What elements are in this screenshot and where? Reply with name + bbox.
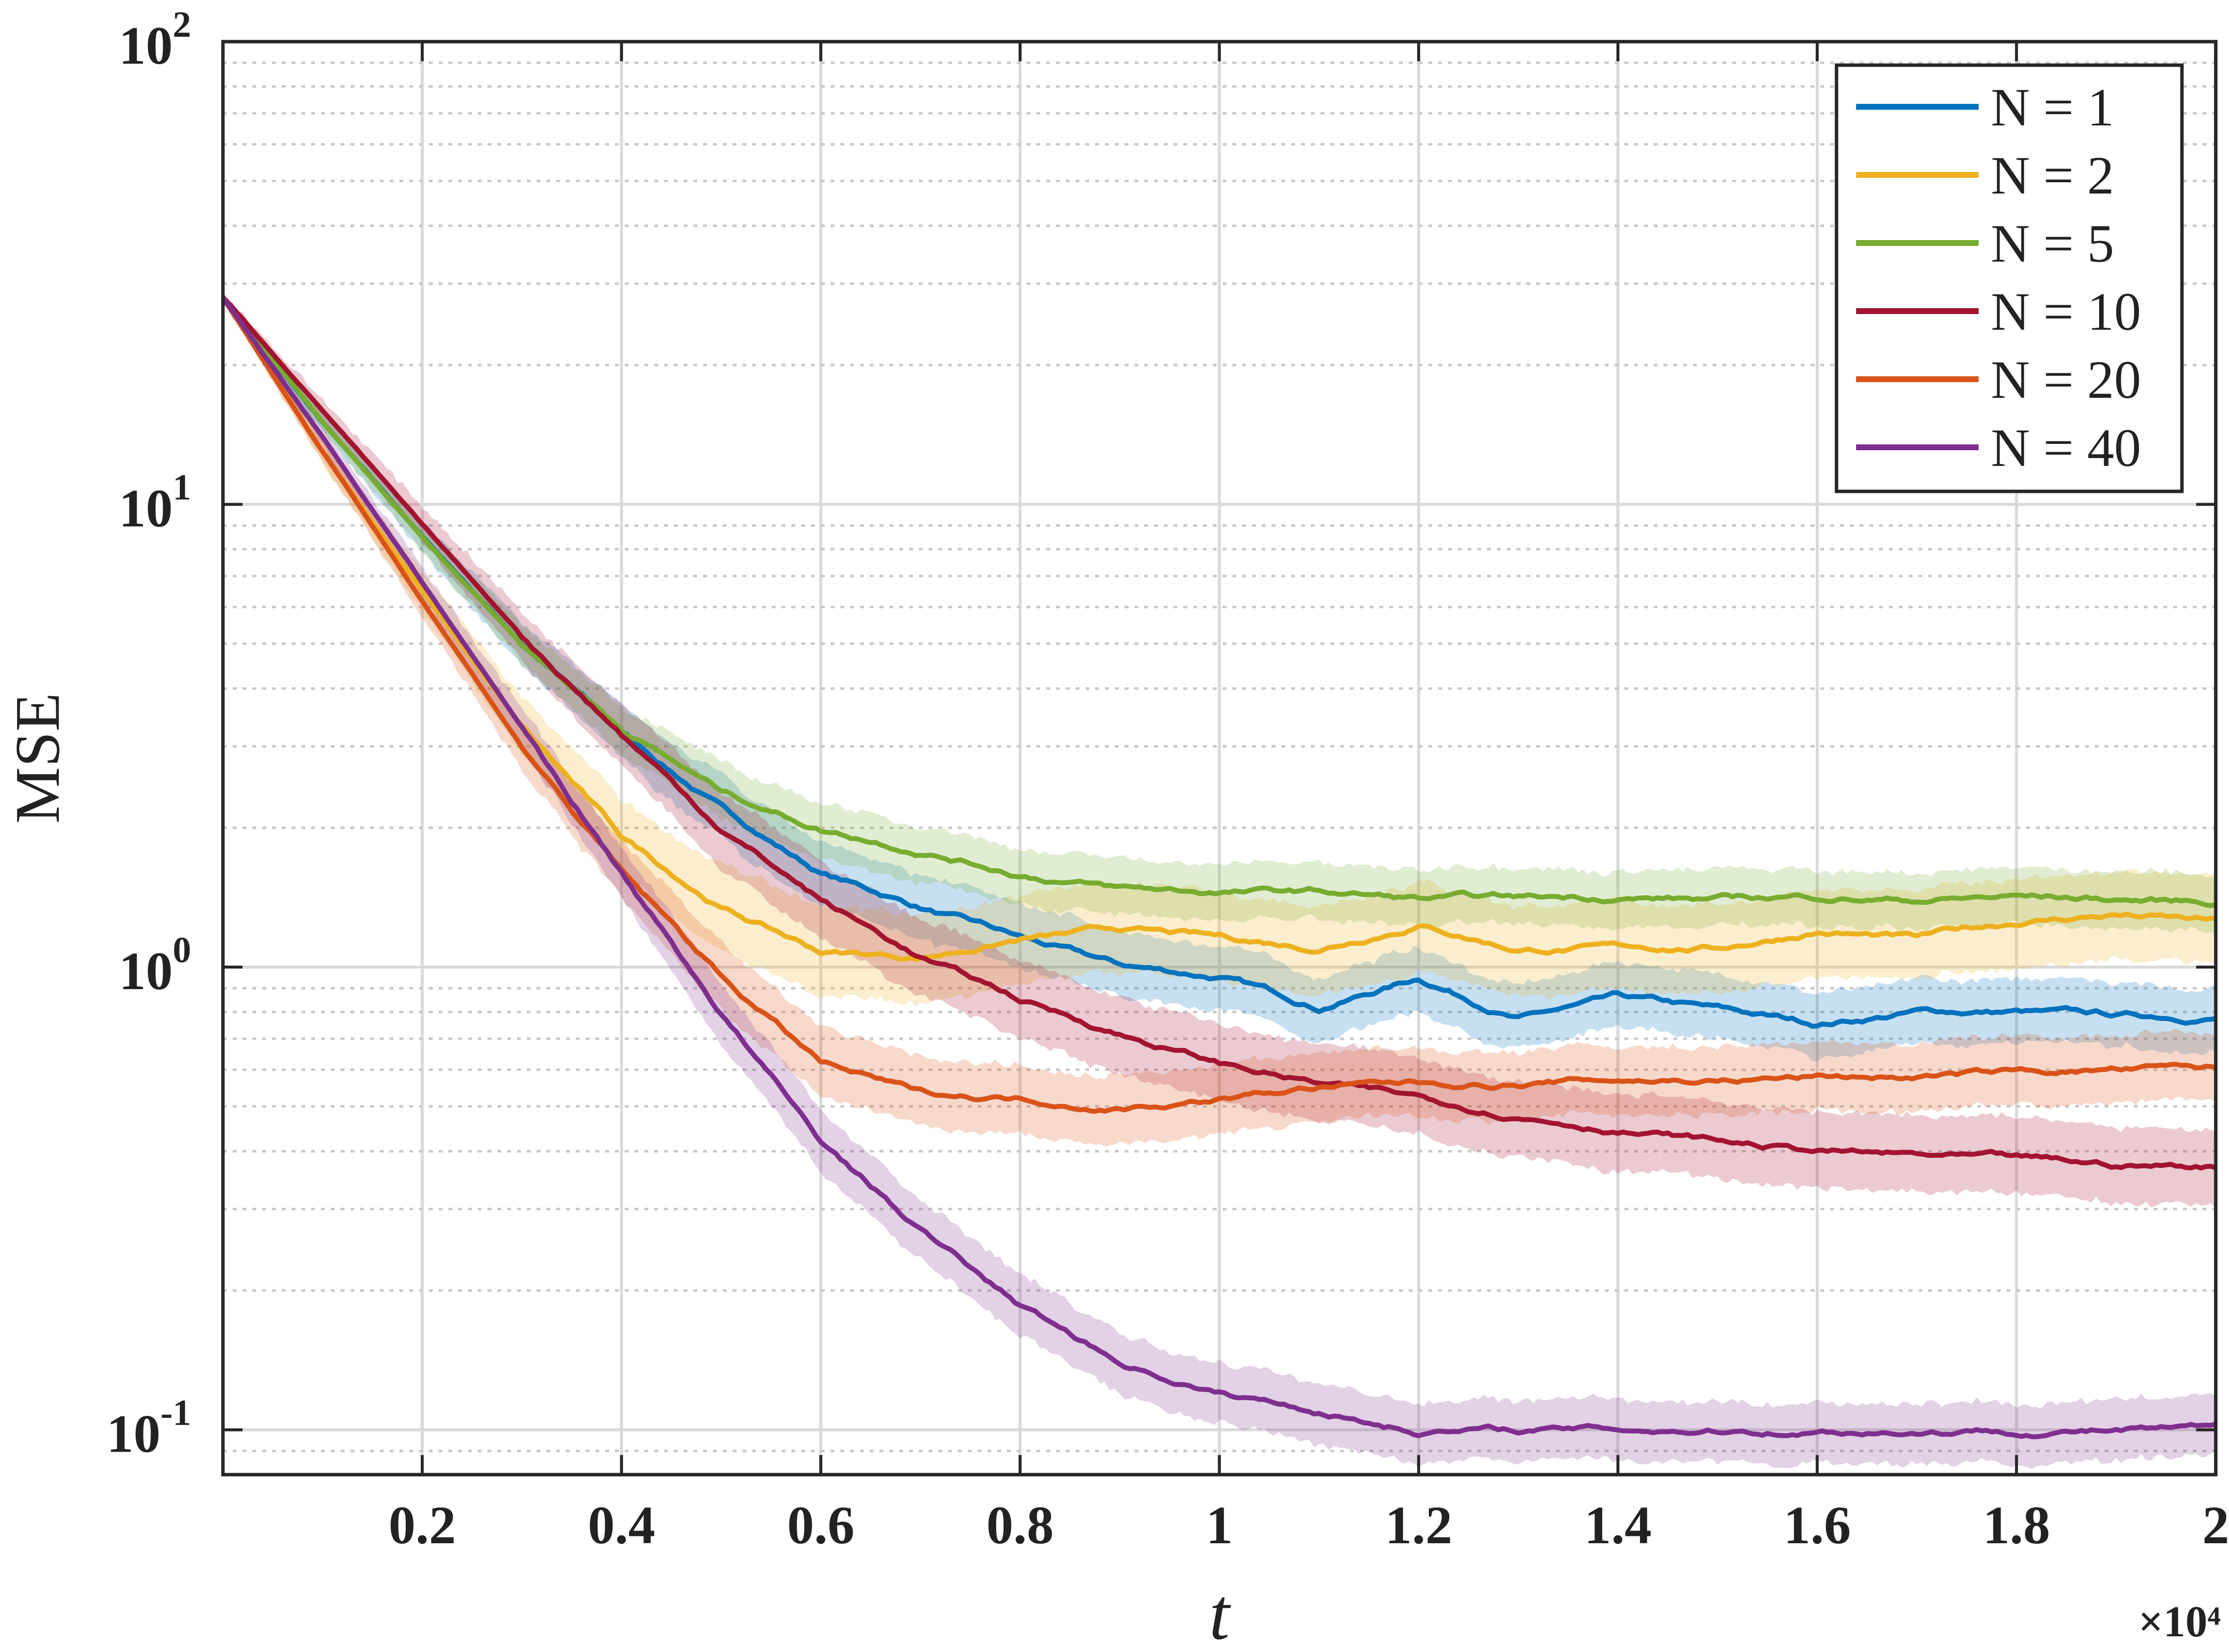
confidence-bands: [223, 292, 2216, 1469]
y-tick-label: 10-1: [107, 1392, 191, 1463]
legend-label-1: N = 1: [1991, 77, 2114, 137]
x-tick-label: 1.8: [1983, 1495, 2051, 1555]
series-line-4: [221, 295, 2217, 1171]
x-tick-label: 1.2: [1385, 1495, 1452, 1555]
x-tick-label: 2: [2203, 1495, 2229, 1555]
y-tick-label: 102: [119, 4, 192, 75]
y-tick-label: 101: [119, 467, 192, 538]
x-multiplier-label: ×10⁴: [2138, 1598, 2221, 1646]
x-tick-label: 0.2: [389, 1495, 456, 1555]
x-tick-label: 0.4: [588, 1495, 656, 1555]
confidence-band-4: [223, 292, 2216, 1208]
series-line-2: [220, 296, 2216, 962]
confidence-band-1: [223, 294, 2216, 1062]
legend-label-2: N = 2: [1991, 146, 2114, 205]
y-tick-label: 100: [119, 930, 192, 1001]
y-tick-labels: 10-1 100 101 102: [107, 4, 191, 1463]
axis-ticks: [223, 40, 2217, 1475]
legend: N = 1 N = 2 N = 5 N = 10 N = 20 N = 40: [1835, 63, 2184, 493]
legend-label-5: N = 20: [1991, 350, 2141, 410]
confidence-band-2: [223, 295, 2216, 1007]
y-axis-label: MSE: [2, 693, 73, 824]
legend-label-3: N = 5: [1991, 214, 2114, 273]
x-tick-label: 1.6: [1784, 1495, 1851, 1555]
x-tick-label: 1.4: [1584, 1495, 1652, 1555]
legend-label-4: N = 10: [1991, 282, 2141, 341]
confidence-band-5: [223, 293, 2216, 1147]
confidence-band-6: [223, 292, 2216, 1469]
confidence-band-3: [223, 292, 2216, 934]
x-tick-label: 0.8: [986, 1495, 1054, 1555]
legend-label-6: N = 40: [1991, 418, 2141, 478]
x-axis-label: t: [1209, 1574, 1231, 1652]
series-line-5: [220, 296, 2217, 1114]
x-tick-label: 1: [1206, 1495, 1233, 1555]
series-lines: [220, 295, 2217, 1439]
legend-box: [1835, 63, 2184, 493]
x-tick-labels: 0.2 0.4 0.6 0.8 1 1.2 1.4 1.6 1.8 2: [389, 1495, 2229, 1555]
x-tick-label: 0.6: [787, 1495, 855, 1555]
series-line-6: [221, 296, 2217, 1439]
